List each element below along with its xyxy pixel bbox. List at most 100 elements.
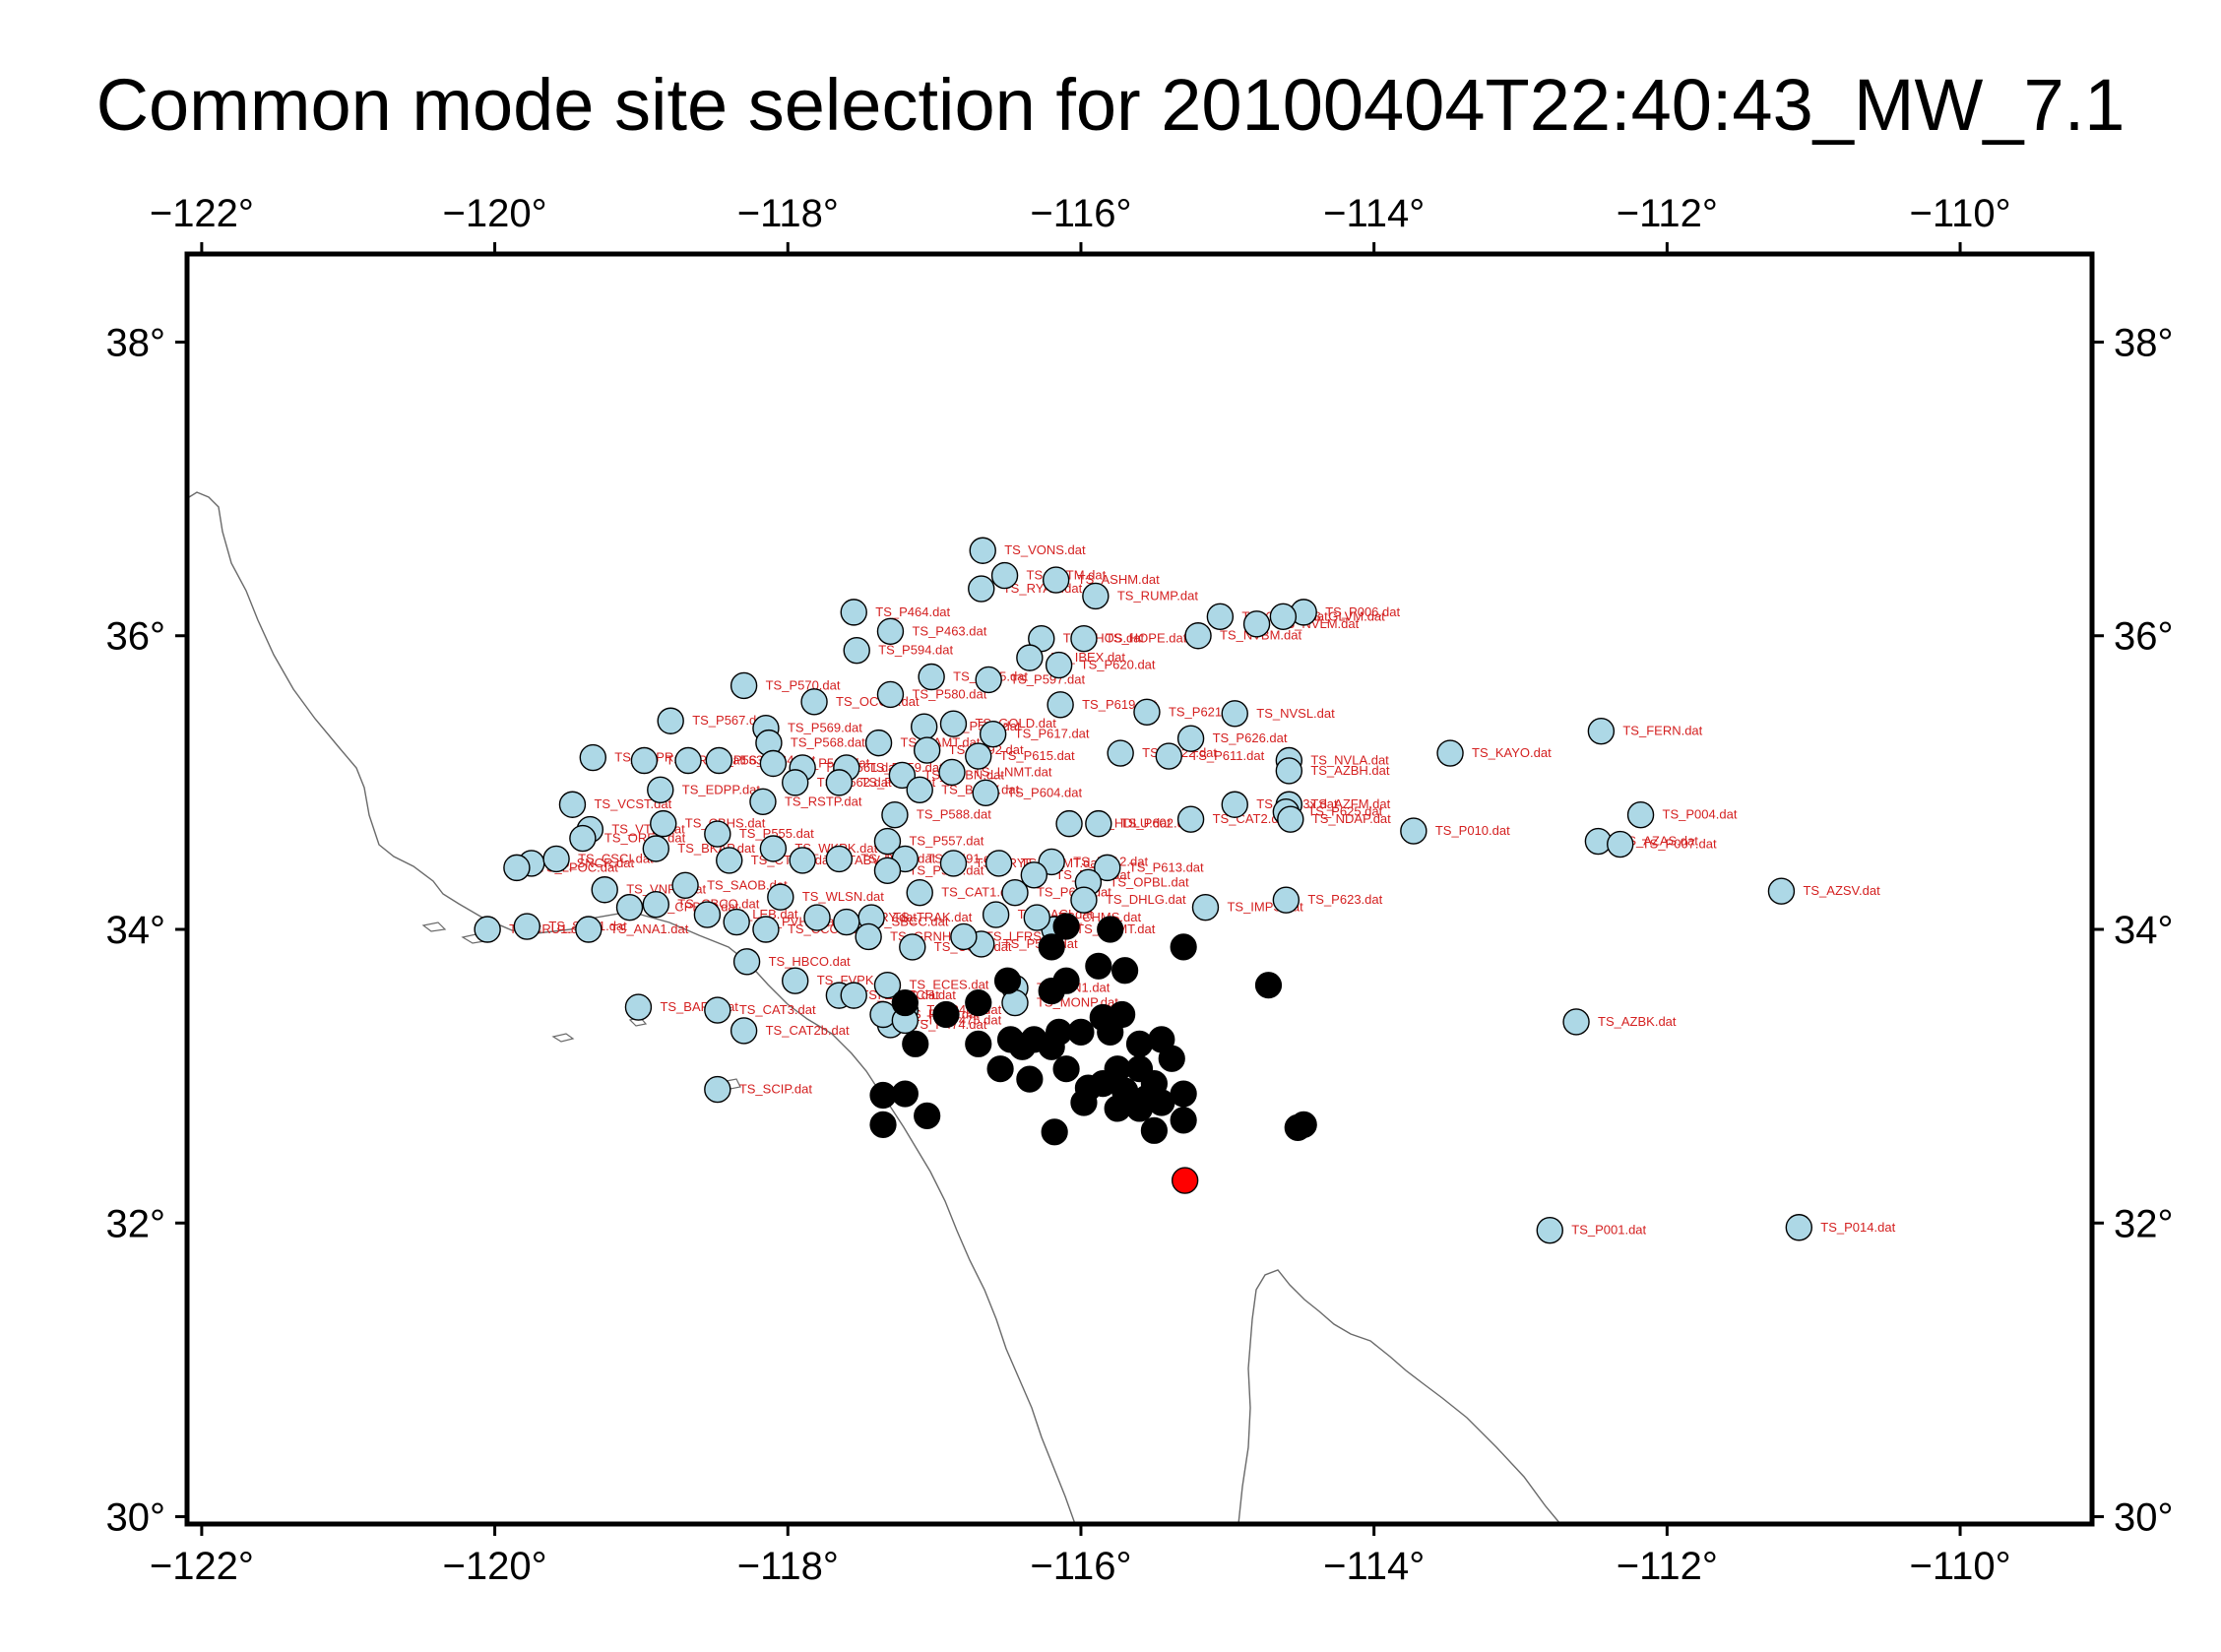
site-label: TS_CAT2b.dat <box>766 1023 850 1038</box>
x-tick-label: −118° <box>737 192 839 235</box>
selected-site-marker <box>1133 698 1161 726</box>
excluded-site-marker <box>1038 1033 1065 1060</box>
selected-site-marker <box>591 876 618 904</box>
site-label: TS_AZBK.dat <box>1598 1014 1677 1029</box>
selected-site-marker <box>906 879 933 907</box>
selected-site-marker <box>840 982 867 1009</box>
gulf-coastline <box>1237 1269 1561 1524</box>
site-label: TS_RSTP.dat <box>785 794 862 808</box>
selected-site-marker <box>1107 739 1134 767</box>
excluded-site-marker <box>1016 1065 1044 1093</box>
x-tick-label: −112° <box>1617 192 1718 235</box>
excluded-site-marker <box>1158 1045 1185 1072</box>
site-label: TS_P588.dat <box>917 807 991 822</box>
site-label: TS_P007.dat <box>1642 837 1717 852</box>
selected-site-marker <box>881 800 909 829</box>
site-label: TS_P567.dat <box>692 713 767 728</box>
excluded-site-marker <box>1008 1033 1037 1060</box>
x-tick-label: −122° <box>150 192 254 235</box>
epicenter-marker <box>1171 1167 1199 1194</box>
selected-site-marker <box>918 663 945 691</box>
selected-site-marker <box>1272 886 1301 914</box>
selected-site-marker <box>630 746 659 775</box>
selected-site-marker <box>1436 739 1464 767</box>
site-label: TS_CAT1.dat <box>941 885 1018 900</box>
excluded-site-marker <box>1125 1030 1154 1057</box>
x-axis-bottom: −122° −120° −118° −116° −114° −112° −110° <box>150 1524 2011 1588</box>
site-label: TS_P615.dat <box>1000 748 1075 763</box>
selected-site-marker <box>1269 603 1298 631</box>
selected-site-marker <box>1082 582 1110 610</box>
selected-site-marker <box>1176 725 1205 752</box>
selected-site-marker <box>503 854 531 882</box>
selected-site-marker <box>876 680 905 709</box>
excluded-site-marker <box>993 967 1022 994</box>
selected-site-marker <box>542 845 570 873</box>
selected-site-marker <box>979 720 1007 748</box>
y-tick-label: 32° <box>106 1202 166 1245</box>
map-title: Common mode site selection for 20100404T… <box>96 64 2126 146</box>
selected-site-marker <box>939 710 968 737</box>
selected-site-marker <box>1047 691 1074 719</box>
excluded-site-marker <box>932 1000 960 1029</box>
excluded-site-marker <box>1170 1107 1197 1134</box>
selected-site-marker <box>1184 622 1212 650</box>
x-tick-label: −110° <box>1909 192 2010 235</box>
site-label: TS_HOPE.dat <box>1106 631 1187 646</box>
selected-site-marker <box>1045 651 1073 679</box>
selected-site-marker <box>647 776 674 804</box>
site-label: TS_P602.dat <box>1120 816 1195 831</box>
site-label: TS_P623.dat <box>1307 892 1382 907</box>
selected-site-marker <box>1626 800 1655 829</box>
selected-site-marker <box>558 791 587 818</box>
site-label: TS_NDAP.dat <box>1312 811 1391 826</box>
site-label: TS_AZBH.dat <box>1310 763 1390 778</box>
site-label: TS_AZAS.dat <box>1619 834 1698 849</box>
site-label: TS_SAOB.dat <box>707 877 788 892</box>
site-label: TS_P569.dat <box>788 721 862 735</box>
selected-site-marker <box>1016 644 1044 671</box>
selected-site-marker <box>513 913 541 940</box>
selected-site-marker <box>642 835 670 862</box>
y-tick-label: 32° <box>2114 1202 2174 1245</box>
y-tick-label: 30° <box>2114 1496 2174 1540</box>
selected-site-marker <box>899 933 926 961</box>
excluded-site-marker <box>1097 1018 1124 1047</box>
selected-site-marker <box>642 890 670 919</box>
selected-site-marker <box>803 904 831 931</box>
selected-site-marker <box>906 776 933 804</box>
selected-site-marker <box>1607 830 1634 858</box>
selected-site-marker <box>704 820 731 848</box>
island <box>551 1033 575 1043</box>
excluded-site-marker <box>1254 972 1283 999</box>
selected-site-marker <box>1400 817 1428 845</box>
site-label: TS_P001.dat <box>1571 1223 1646 1238</box>
site-label: TS_WLSN.dat <box>802 889 884 904</box>
y-tick-label: 36° <box>106 615 166 659</box>
selected-site-marker <box>968 575 995 603</box>
selected-site-marker <box>1277 805 1304 833</box>
selected-site-marker <box>1221 700 1248 728</box>
excluded-site-marker <box>1052 1055 1080 1083</box>
excluded-site-marker <box>1140 1116 1168 1144</box>
site-label: TS_SNCR.dat <box>553 856 635 870</box>
site-label: TS_P620.dat <box>1081 658 1156 672</box>
selected-site-marker <box>671 871 699 899</box>
excluded-site-marker <box>1038 933 1065 961</box>
site-label: TS_CHMS.dat <box>1058 910 1141 924</box>
site-label: TS_P555.dat <box>739 826 814 841</box>
selected-site-marker <box>730 671 758 700</box>
selected-site-marker <box>840 599 867 626</box>
site-label: TS_EDPP.dat <box>682 782 761 796</box>
epicenter <box>1171 1167 1199 1194</box>
x-tick-label: −112° <box>1617 1545 1718 1588</box>
selected-site-marker <box>972 779 999 807</box>
site-label: TS_RUMP.dat <box>1117 588 1199 603</box>
y-tick-label: 38° <box>2114 321 2174 364</box>
excluded-site-marker <box>1111 957 1139 985</box>
excluded-site-marker <box>986 1055 1014 1083</box>
selected-site-marker <box>474 916 501 943</box>
site-label: TS_OPBL.dat <box>1110 874 1189 889</box>
site-label: TS_SCIP.dat <box>739 1082 813 1097</box>
y-tick-label: 30° <box>106 1496 166 1540</box>
